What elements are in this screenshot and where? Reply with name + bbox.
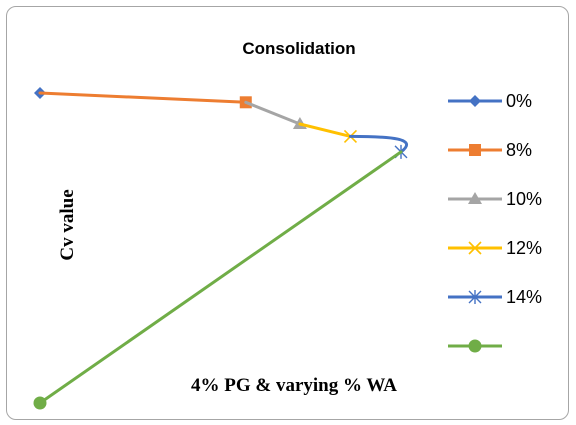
legend-marker-0 — [469, 95, 481, 107]
series-1-line — [38, 91, 248, 104]
legend-marker-2 — [468, 192, 482, 204]
series-5-point-0 — [33, 396, 47, 410]
chart-title: Consolidation — [242, 39, 355, 58]
chart-frame: Consolidation Cv value 4% PG & varying %… — [6, 6, 569, 420]
legend-marker-5 — [468, 339, 482, 353]
legend-label-1: 8% — [506, 140, 532, 160]
legend-marker-1 — [469, 144, 481, 156]
legend-label-3: 12% — [506, 238, 542, 258]
legend-label-0: 0% — [506, 91, 532, 111]
series-5-line — [38, 150, 403, 405]
x-axis-label: 4% PG & varying % WA — [191, 375, 397, 396]
legend-label-4: 14% — [506, 287, 542, 307]
legend: 0% 8% 10% 12% 14% — [448, 91, 542, 353]
legend-label-2: 10% — [506, 189, 542, 209]
y-axis-label: Cv value — [57, 189, 78, 260]
legend-marker-3 — [468, 241, 482, 255]
series-layer — [33, 87, 409, 410]
legend-marker-4 — [468, 290, 482, 304]
series-3-line — [298, 122, 352, 138]
chart-svg: Consolidation Cv value 4% PG & varying %… — [33, 39, 542, 410]
series-2-line — [244, 100, 302, 126]
